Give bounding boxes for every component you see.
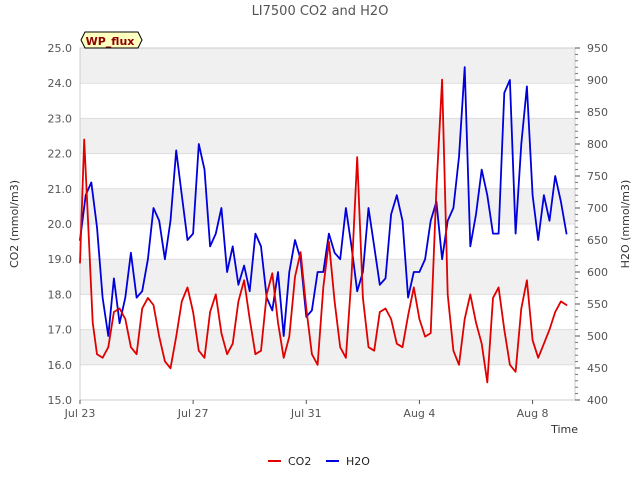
x-tick-label: Jul 23 — [64, 407, 96, 420]
badge-shape — [80, 31, 143, 49]
plot-band — [80, 48, 575, 84]
series-layer — [79, 66, 568, 384]
x-axis-label: Time — [550, 423, 578, 436]
wp-flux-badge: WP_flux — [80, 31, 143, 49]
y-left-tick-label: 19.0 — [48, 253, 73, 266]
legend-co2-label: CO2 — [288, 455, 311, 468]
legend-h2o-label: H2O — [346, 455, 370, 468]
plot-band — [80, 118, 575, 154]
y-right-tick-label: 400 — [587, 394, 608, 407]
y-right-axis-label: H2O (mmol/m3) — [619, 180, 632, 269]
x-tick-label: Jul 27 — [177, 407, 209, 420]
y-right-tick-label: 800 — [587, 138, 608, 151]
legend: CO2 H2O — [268, 455, 370, 468]
y-right-tick-label: 900 — [587, 74, 608, 87]
plot-band — [80, 188, 575, 224]
y-left-tick-label: 20.0 — [48, 218, 73, 231]
y-left-axis-label: CO2 (mmol/m3) — [8, 180, 21, 268]
y-right-tick-label: 950 — [587, 42, 608, 55]
y-right-tick-label: 500 — [587, 330, 608, 343]
y-right-tick-label: 600 — [587, 266, 608, 279]
plot-band — [80, 259, 575, 295]
plot-band — [80, 329, 575, 365]
y-left-tick-label: 23.0 — [48, 112, 73, 125]
y-left-tick-label: 21.0 — [48, 183, 73, 196]
y-right-tick-label: 750 — [587, 170, 608, 183]
series-line-h2o — [79, 66, 568, 337]
y-left-tick-label: 25.0 — [48, 42, 73, 55]
x-tick-label: Aug 8 — [517, 407, 549, 420]
plot-bands — [80, 48, 575, 365]
y-right-tick-label: 700 — [587, 202, 608, 215]
right-axis-ticks: 400 450 500 550 600 650 700 750 800 850 900 950 — [575, 42, 608, 407]
plot-frame — [79, 47, 576, 401]
series-line-co2 — [79, 78, 568, 384]
x-tick-label: Aug 4 — [403, 407, 435, 420]
y-left-tick-label: 17.0 — [48, 324, 73, 337]
chart-title: LI7500 CO2 and H2O — [252, 4, 389, 19]
x-tick-label: Jul 31 — [290, 407, 322, 420]
y-left-tick-label: 24.0 — [48, 77, 73, 90]
y-right-tick-label: 650 — [587, 234, 608, 247]
y-left-tick-label: 16.0 — [48, 359, 73, 372]
y-left-tick-label: 15.0 — [48, 394, 73, 407]
y-right-tick-label: 550 — [587, 298, 608, 311]
y-left-tick-label: 18.0 — [48, 288, 73, 301]
y-right-tick-label: 850 — [587, 106, 608, 119]
x-axis-ticks: Jul 23 Jul 27 Jul 31 Aug 4 Aug 8 — [64, 400, 549, 420]
badge-label: WP_flux — [86, 35, 135, 48]
y-left-tick-label: 22.0 — [48, 148, 73, 161]
left-axis-ticks: 15.0 16.0 17.0 18.0 19.0 20.0 21.0 22.0 23.0 24.0… — [48, 42, 73, 407]
y-right-tick-label: 450 — [587, 362, 608, 375]
